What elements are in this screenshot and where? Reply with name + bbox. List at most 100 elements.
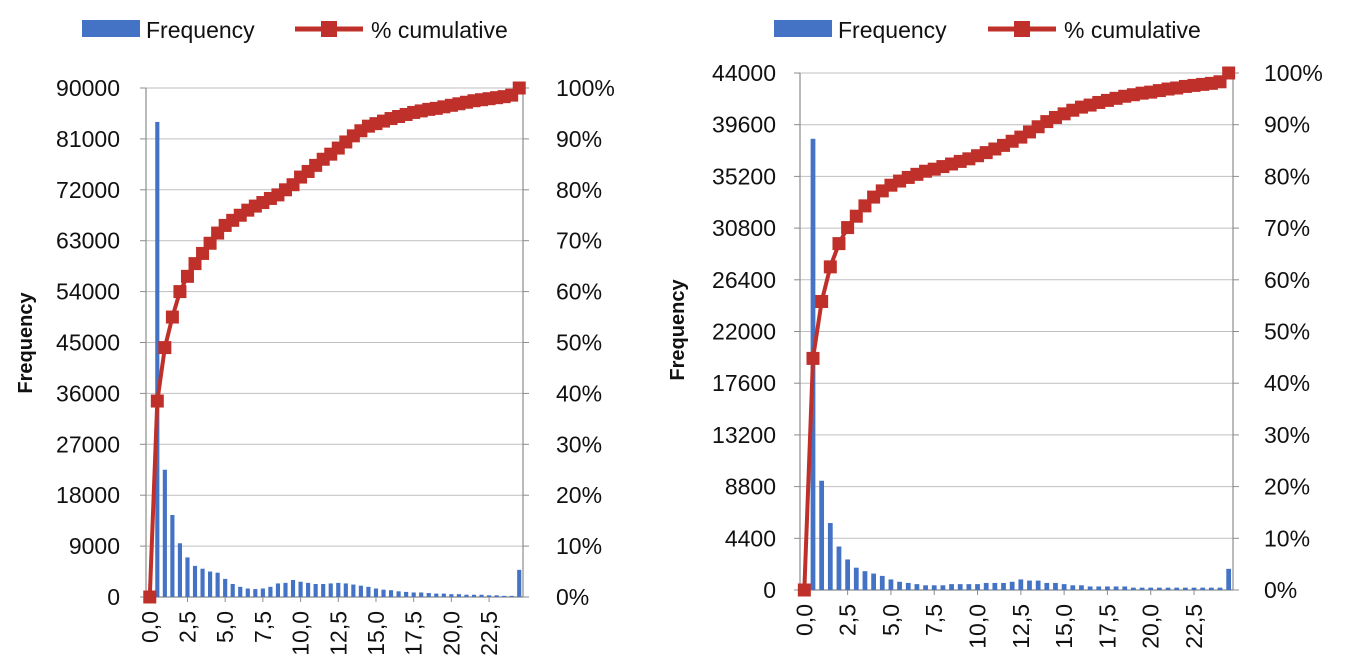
cumulative-marker bbox=[832, 237, 846, 251]
bar bbox=[1139, 587, 1145, 590]
y2-tick-label: 70% bbox=[556, 228, 602, 254]
legend-right-bar-label: Frequency bbox=[838, 17, 947, 43]
y2-tick-label: 80% bbox=[556, 177, 602, 203]
x-tick-label: 10,0 bbox=[288, 611, 314, 656]
cumulative-marker bbox=[203, 236, 217, 250]
legend-right-line-label: % cumulative bbox=[1064, 17, 1201, 43]
bar bbox=[404, 591, 409, 597]
y-tick-label: 13200 bbox=[712, 422, 776, 448]
x-tick-label: 22,5 bbox=[476, 611, 502, 656]
cumulative-marker bbox=[196, 246, 210, 260]
bar bbox=[1165, 587, 1171, 590]
cumulative-marker bbox=[143, 590, 157, 604]
bar bbox=[1174, 587, 1180, 590]
bar bbox=[975, 584, 980, 590]
legend-left-bar-label: Frequency bbox=[146, 17, 255, 43]
bar bbox=[853, 567, 859, 590]
y2-tick-label: 90% bbox=[1264, 112, 1310, 138]
bar bbox=[328, 583, 333, 597]
bar bbox=[1217, 587, 1223, 590]
bar bbox=[1027, 580, 1032, 590]
cumulative-marker bbox=[173, 285, 187, 299]
bar bbox=[336, 582, 341, 597]
bar bbox=[426, 593, 431, 597]
cumulative-marker bbox=[188, 257, 202, 271]
bar bbox=[290, 580, 296, 597]
bar bbox=[215, 572, 220, 597]
x-tick-label: 2,5 bbox=[835, 604, 861, 636]
y-tick-label: 72000 bbox=[56, 177, 120, 203]
bar bbox=[517, 569, 522, 597]
bar bbox=[897, 581, 902, 590]
y-tick-label: 17600 bbox=[712, 370, 776, 396]
y2-tick-label: 20% bbox=[556, 482, 602, 508]
bar bbox=[200, 568, 205, 597]
y-tick-label: 45000 bbox=[56, 330, 120, 356]
bar bbox=[298, 581, 303, 597]
bar bbox=[253, 589, 258, 597]
x-tick-label: 10,0 bbox=[965, 604, 991, 649]
bar bbox=[351, 584, 356, 597]
y2-tick-label: 0% bbox=[1264, 577, 1297, 603]
y-axis-title-left: Frequency bbox=[15, 292, 37, 394]
bar bbox=[155, 121, 160, 597]
bar bbox=[1087, 586, 1093, 590]
cumulative-marker bbox=[841, 221, 855, 235]
bar bbox=[1148, 587, 1154, 590]
chart-left: 0 0% 9000 10% 18000 20% 27000 30% 36000 40% 45000 5… bbox=[56, 75, 615, 656]
bar bbox=[306, 582, 311, 597]
bar bbox=[871, 573, 876, 590]
bar bbox=[245, 588, 250, 597]
bar bbox=[957, 584, 963, 590]
y2-tick-label: 60% bbox=[1264, 267, 1310, 293]
bar bbox=[1200, 587, 1206, 590]
y-tick-label: 35200 bbox=[712, 163, 776, 189]
bar bbox=[162, 469, 167, 597]
chart-layer: 0 0% 9000 10% 18000 20% 27000 30% 36000 40% 45000 5… bbox=[56, 60, 1323, 656]
y2-tick-label: 100% bbox=[556, 75, 615, 101]
x-tick-label: 0,0 bbox=[137, 611, 163, 643]
bar bbox=[260, 588, 265, 597]
legend-left-line-label: % cumulative bbox=[371, 17, 508, 43]
y2-tick-label: 30% bbox=[1264, 422, 1310, 448]
cumulative-marker bbox=[849, 209, 863, 223]
bar bbox=[983, 582, 989, 590]
bar bbox=[949, 584, 954, 590]
x-tick-label: 12,5 bbox=[1008, 604, 1034, 649]
bar bbox=[313, 583, 318, 597]
x-tick-label: 12,5 bbox=[325, 611, 351, 656]
x-tick-label: 15,0 bbox=[1051, 604, 1077, 649]
bar bbox=[940, 585, 946, 590]
y2-tick-label: 50% bbox=[556, 330, 602, 356]
bar bbox=[170, 514, 175, 597]
y-tick-label: 18000 bbox=[56, 482, 120, 508]
bar bbox=[268, 586, 273, 597]
y-tick-label: 0 bbox=[107, 584, 120, 610]
cumulative-marker bbox=[815, 295, 829, 309]
y-tick-label: 90000 bbox=[56, 75, 120, 101]
bar bbox=[966, 584, 972, 590]
cumulative-marker bbox=[512, 81, 526, 95]
bar bbox=[449, 594, 454, 597]
bar bbox=[373, 588, 379, 597]
bar bbox=[1226, 568, 1232, 590]
bar bbox=[411, 592, 416, 597]
y2-tick-label: 90% bbox=[556, 126, 602, 152]
y-tick-label: 36000 bbox=[56, 380, 120, 406]
bar bbox=[1191, 587, 1197, 590]
bar bbox=[456, 594, 461, 597]
bar bbox=[479, 594, 484, 597]
bar bbox=[486, 595, 492, 597]
y2-tick-label: 60% bbox=[556, 279, 602, 305]
y-tick-label: 9000 bbox=[69, 533, 120, 559]
bar bbox=[238, 586, 243, 597]
bar bbox=[1001, 582, 1006, 590]
bar bbox=[366, 586, 371, 597]
y-tick-label: 54000 bbox=[56, 279, 120, 305]
bar bbox=[464, 594, 469, 597]
y2-tick-label: 30% bbox=[556, 431, 602, 457]
bar bbox=[827, 523, 833, 590]
bar bbox=[1079, 585, 1084, 590]
